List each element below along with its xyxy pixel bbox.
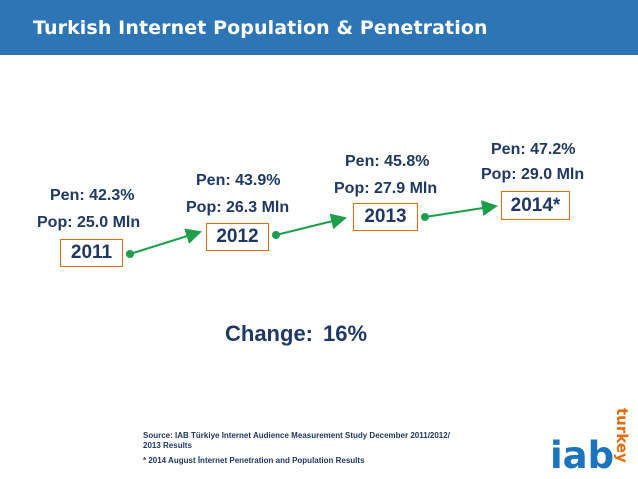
change-value: 16%	[323, 321, 368, 346]
source-note-line2: 2013 Results	[143, 441, 192, 450]
pen-label-2014: Pen: 47.2%	[491, 141, 576, 158]
pop-label-2011: Pop: 25.0 Mln	[37, 214, 141, 231]
arrow-dot-2011	[126, 250, 134, 258]
year-box-2014: 2014*	[501, 191, 570, 220]
footnote-2014: * 2014 August İnternet Penetration and P…	[143, 456, 365, 465]
change-summary: Change: 16%	[225, 321, 367, 347]
source-note-line1: Source: IAB Türkiye Internet Audience Me…	[143, 431, 450, 440]
pen-label-2011: Pen: 42.3%	[50, 187, 135, 204]
title-bar: Turkish Internet Population & Penetratio…	[0, 0, 638, 55]
year-box-2011: 2011	[60, 239, 123, 267]
arrow-2011-2012	[129, 228, 202, 255]
logo-main-text: iab	[550, 434, 614, 477]
pop-label-2013: Pop: 27.9 Mln	[334, 180, 438, 197]
pop-label-2012: Pop: 26.3 Mln	[186, 199, 290, 216]
arrow-dot-2013	[421, 213, 429, 221]
arrow-2013-2014	[424, 200, 498, 218]
change-label: Change:	[225, 321, 313, 346]
pen-label-2013: Pen: 45.8%	[345, 153, 430, 170]
arrow-dot-2012	[272, 231, 280, 239]
pop-label-2014: Pop: 29.0 Mln	[481, 166, 585, 183]
page-title: Turkish Internet Population & Penetratio…	[33, 17, 488, 39]
iab-turkey-logo: iab turkey	[550, 408, 631, 477]
year-box-2013: 2013	[353, 203, 418, 231]
arrow-2012-2013	[275, 213, 347, 236]
year-box-2012: 2012	[206, 223, 269, 251]
logo-sub-text: turkey	[613, 408, 631, 463]
pen-label-2012: Pen: 43.9%	[196, 172, 281, 189]
